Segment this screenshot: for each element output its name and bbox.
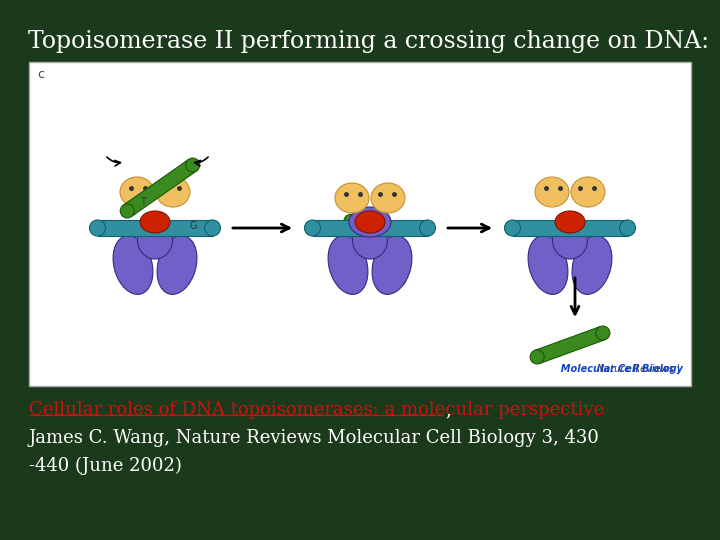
Ellipse shape <box>305 220 320 236</box>
Polygon shape <box>312 220 428 236</box>
Ellipse shape <box>120 204 134 218</box>
Ellipse shape <box>138 221 173 259</box>
Ellipse shape <box>528 235 568 294</box>
Ellipse shape <box>344 214 358 228</box>
Polygon shape <box>513 220 628 236</box>
Ellipse shape <box>157 235 197 294</box>
Ellipse shape <box>355 211 385 233</box>
Ellipse shape <box>204 220 220 236</box>
Bar <box>29 62 691 386</box>
Ellipse shape <box>596 326 610 340</box>
Ellipse shape <box>186 158 199 172</box>
Ellipse shape <box>420 220 436 236</box>
Text: James C. Wang, Nature Reviews Molecular Cell Biology 3, 430: James C. Wang, Nature Reviews Molecular … <box>29 429 600 447</box>
Polygon shape <box>346 217 405 283</box>
Text: ,: , <box>446 401 451 419</box>
Text: T: T <box>140 197 146 207</box>
Text: c: c <box>37 68 44 81</box>
Ellipse shape <box>89 220 106 236</box>
Ellipse shape <box>619 220 636 236</box>
Ellipse shape <box>572 235 612 294</box>
Ellipse shape <box>372 235 412 294</box>
Ellipse shape <box>505 220 521 236</box>
Ellipse shape <box>535 177 569 207</box>
Ellipse shape <box>552 221 588 259</box>
Ellipse shape <box>371 183 405 213</box>
Ellipse shape <box>120 177 154 207</box>
Text: Topoisomerase II performing a crossing change on DNA:: Topoisomerase II performing a crossing c… <box>28 30 709 53</box>
Ellipse shape <box>335 183 369 213</box>
Text: Cellular roles of DNA topoisomerases: a molecular perspective: Cellular roles of DNA topoisomerases: a … <box>29 401 604 419</box>
Ellipse shape <box>349 207 391 237</box>
Ellipse shape <box>555 211 585 233</box>
Ellipse shape <box>328 235 368 294</box>
Text: -440 (June 2002): -440 (June 2002) <box>29 457 181 475</box>
Ellipse shape <box>392 272 406 286</box>
Text: Nature Reviews |: Nature Reviews | <box>597 363 683 374</box>
Ellipse shape <box>530 350 544 364</box>
Ellipse shape <box>571 177 605 207</box>
Polygon shape <box>535 327 606 363</box>
Polygon shape <box>97 220 212 236</box>
Ellipse shape <box>113 235 153 294</box>
Ellipse shape <box>156 177 190 207</box>
Polygon shape <box>123 159 197 217</box>
Text: Molecular Cell Biology: Molecular Cell Biology <box>500 364 683 374</box>
Text: G: G <box>189 221 197 231</box>
Ellipse shape <box>140 211 170 233</box>
Ellipse shape <box>353 221 387 259</box>
